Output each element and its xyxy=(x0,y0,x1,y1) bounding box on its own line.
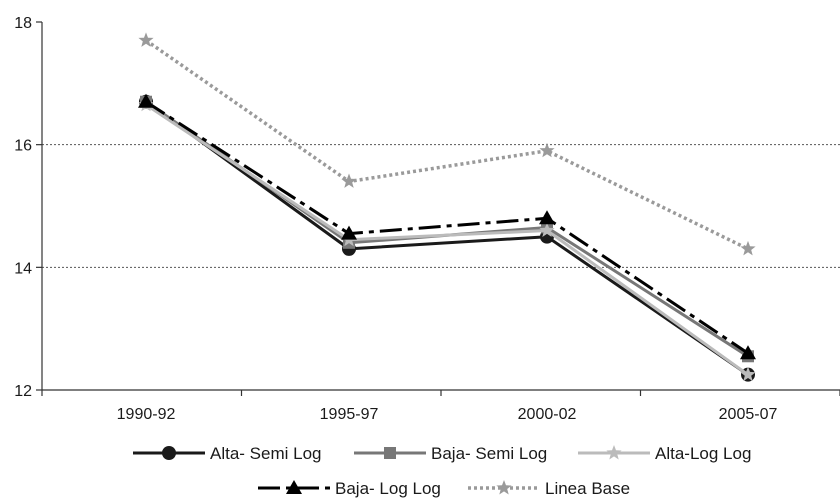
x-tick-label: 1995-97 xyxy=(320,406,379,423)
x-tick-label: 1990-92 xyxy=(117,406,176,423)
point-baja-log-log xyxy=(138,93,154,108)
legend-label: Baja- Log Log xyxy=(335,479,441,498)
legend-marker xyxy=(384,447,396,459)
y-tick-label: 18 xyxy=(14,15,32,32)
legend-label: Baja- Semi Log xyxy=(431,444,547,463)
legend-label: Linea Base xyxy=(545,479,630,498)
axes xyxy=(36,21,840,396)
legend-item-baja-log-log: Baja- Log Log xyxy=(258,479,441,498)
legend: Alta- Semi Log Baja- Semi Log Alta-Log Log… xyxy=(133,444,751,498)
x-tick-label: 2000-02 xyxy=(518,406,577,423)
legend-marker xyxy=(606,445,622,460)
legend-marker xyxy=(496,480,512,495)
series-line-linea-base xyxy=(145,38,749,251)
point-alta-log-log xyxy=(740,366,756,382)
point-linea-base xyxy=(539,142,555,158)
legend-item-alta-semi-log: Alta- Semi Log xyxy=(133,444,322,463)
point-baja-log-log xyxy=(539,210,555,225)
point-alta-log-log xyxy=(539,222,555,237)
y-tick-labels: 12 14 16 18 xyxy=(14,15,32,400)
legend-label: Alta- Semi Log xyxy=(210,444,322,463)
legend-label: Alta-Log Log xyxy=(655,444,751,463)
legend-marker xyxy=(162,446,176,460)
legend-marker xyxy=(286,480,302,494)
point-linea-base xyxy=(138,32,154,47)
y-tick-label: 16 xyxy=(14,138,32,155)
series-lines xyxy=(138,32,756,382)
point-linea-base xyxy=(341,173,357,188)
series-line-alta-log-log xyxy=(145,103,749,376)
legend-item-linea-base: Linea Base xyxy=(468,479,630,498)
legend-item-alta-log-log: Alta-Log Log xyxy=(578,444,751,463)
x-tick-label: 2005-07 xyxy=(719,406,778,423)
series-line-baja-log-log xyxy=(145,100,749,355)
grid-lines xyxy=(42,144,840,268)
series-line-baja-semi-log xyxy=(145,100,749,358)
point-baja-log-log xyxy=(341,225,357,240)
point-linea-base xyxy=(740,240,756,256)
point-baja-log-log xyxy=(740,345,756,360)
series-line-alta-semi-log xyxy=(145,100,749,376)
x-tick-labels: 1990-92 1995-97 2000-02 2005-07 xyxy=(117,406,778,423)
y-tick-label: 14 xyxy=(14,260,32,277)
legend-item-baja-semi-log: Baja- Semi Log xyxy=(354,444,547,463)
y-tick-label: 12 xyxy=(14,383,32,400)
